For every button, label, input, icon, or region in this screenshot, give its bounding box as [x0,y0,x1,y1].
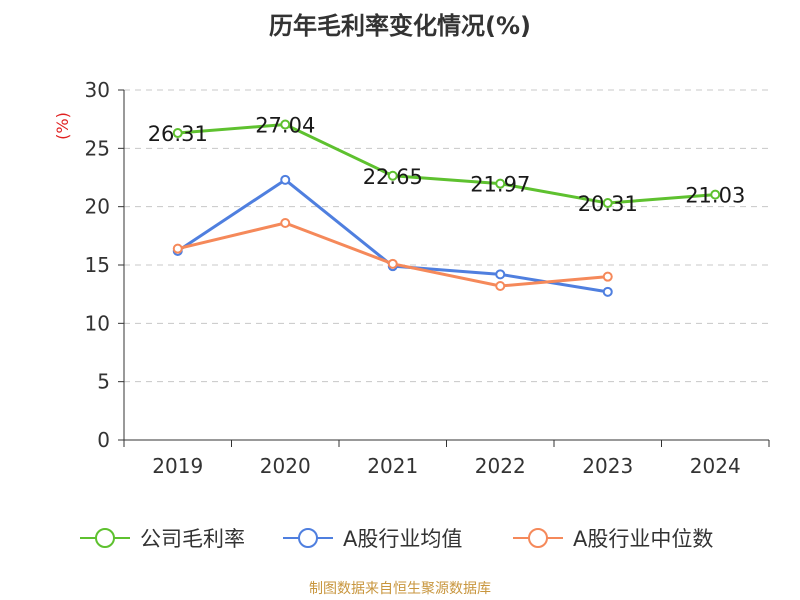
legend-marker-icon [283,528,333,548]
data-label: 22.65 [363,165,423,189]
data-point [495,281,506,291]
data-point [495,178,506,189]
y-tick-label: 0 [97,428,110,452]
x-tick-label: 2024 [690,454,741,478]
legend-label: A股行业中位数 [573,527,714,551]
y-tick-label: 15 [85,253,110,277]
legend-item[interactable]: A股行业均值 [283,522,462,554]
chart-legend: 公司毛利率 A股行业均值 A股行业中位数 [0,522,800,554]
x-tick-label: 2021 [367,454,418,478]
series-line [177,221,608,288]
data-label: 26.31 [148,122,208,146]
legend-item[interactable]: 公司毛利率 [80,522,245,554]
y-tick-label: 25 [85,136,110,160]
y-tick-label: 20 [85,195,110,219]
data-label: 21.03 [685,184,745,208]
data-label: 20.31 [578,192,638,216]
legend-marker-icon [80,528,130,548]
data-point [602,286,613,297]
chart-title: 历年毛利率变化情况(%) [269,12,531,40]
y-tick-label: 10 [85,311,110,335]
data-point [172,243,183,254]
data-point [602,198,613,209]
x-tick-label: 2023 [582,454,633,478]
legend-item[interactable]: A股行业中位数 [513,522,713,554]
x-tick-label: 2020 [260,454,311,478]
data-point [280,174,291,185]
data-point [280,218,291,228]
y-tick-label: 5 [97,370,110,394]
data-point [387,258,398,269]
legend-label: 公司毛利率 [140,527,245,551]
data-source-note: 制图数据来自恒生聚源数据库 [309,581,491,597]
series-line [177,123,716,205]
x-tick-label: 2022 [475,454,526,478]
y-tick-label: 30 [85,78,110,102]
legend-marker-icon [513,528,563,548]
data-point [602,271,613,282]
data-label: 27.04 [255,114,315,138]
data-point [280,119,291,130]
legend-label: A股行业均值 [343,527,463,551]
data-point [387,170,398,181]
data-point [495,269,506,280]
data-label: 21.97 [470,173,530,197]
y-axis-label: (%) [53,112,72,140]
x-tick-label: 2019 [152,454,203,478]
data-point [172,128,183,139]
data-point [710,189,721,200]
series-line [176,178,608,294]
